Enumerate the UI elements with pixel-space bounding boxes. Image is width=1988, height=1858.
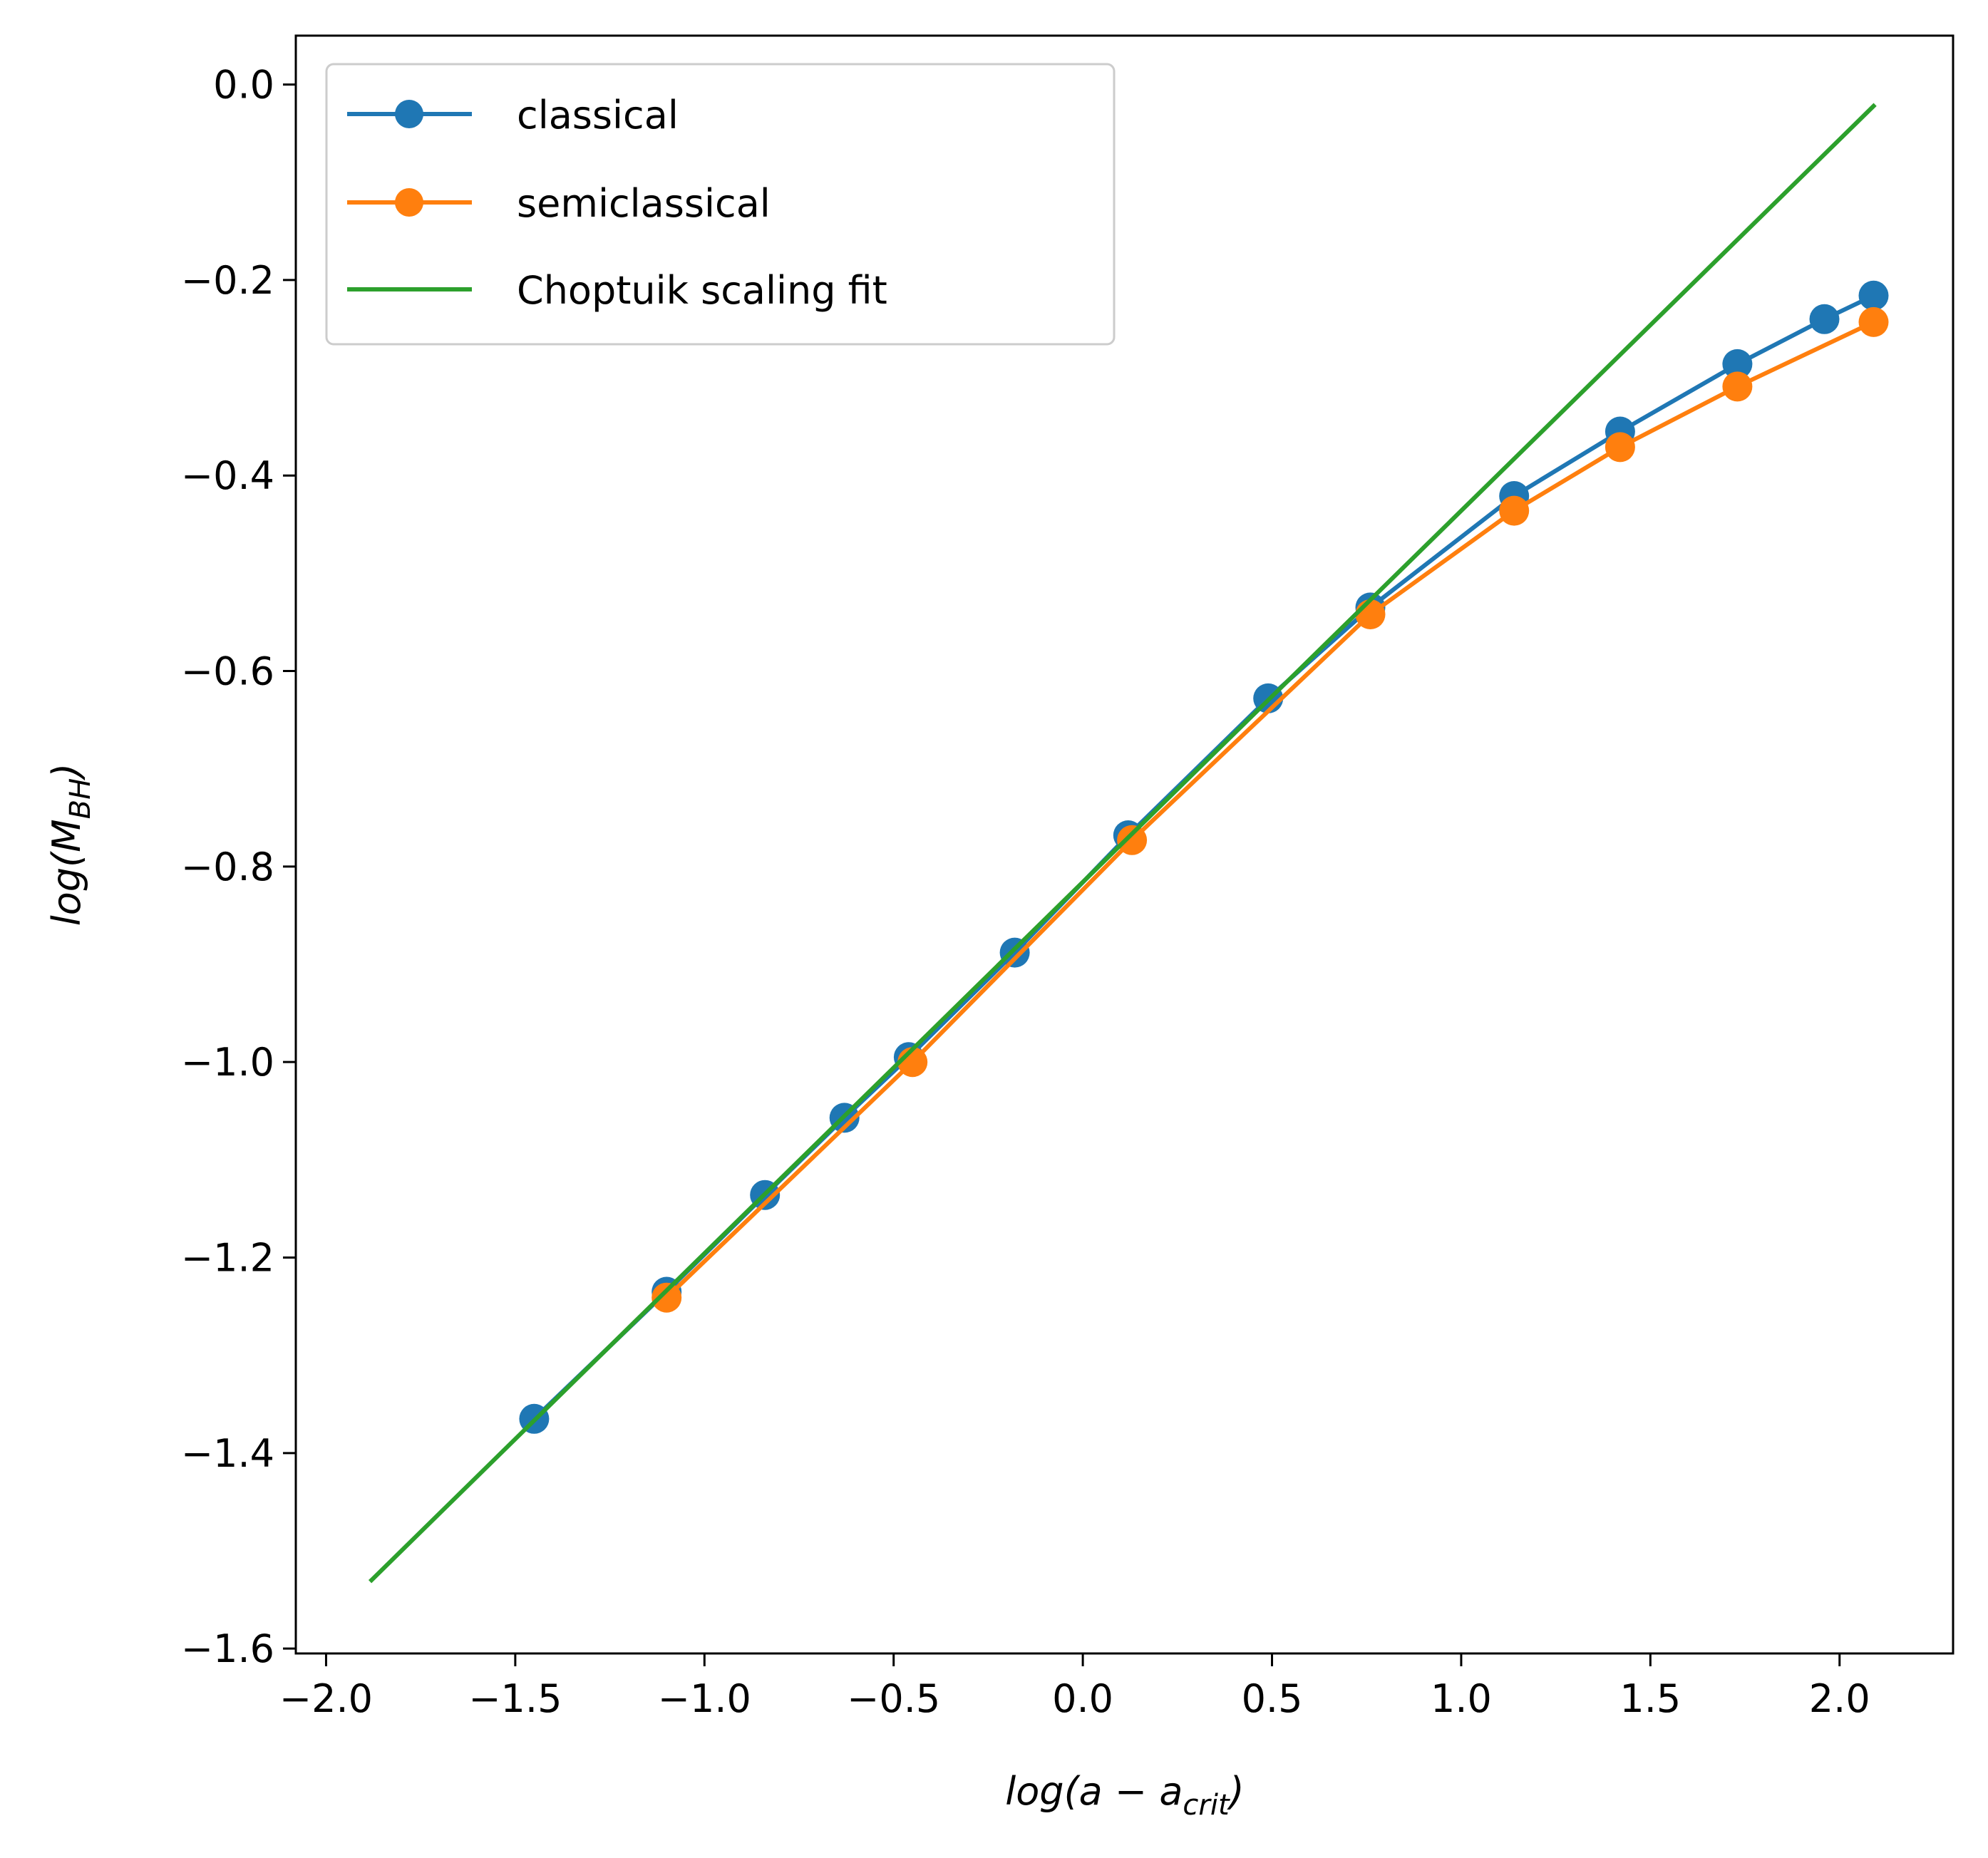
legend: classical semiclassical Choptuik scaling… — [325, 63, 1116, 346]
y-tick-label: −0.2 — [181, 258, 274, 303]
data-point-classical — [1858, 280, 1889, 311]
x-tick-label: −1.0 — [658, 1676, 751, 1721]
data-point-classical — [1809, 304, 1840, 334]
legend-marker-semiclassical — [395, 188, 423, 217]
y-tick-label: 0.0 — [213, 63, 274, 108]
x-tick-label: −1.5 — [468, 1676, 562, 1721]
y-tick-label: −0.8 — [181, 845, 274, 889]
x-axis-title: log(a − acrit) — [1005, 1769, 1244, 1822]
y-tick-label: −1.2 — [181, 1236, 274, 1281]
plot-area — [368, 103, 1889, 1584]
legend-label-choptuik-fit: Choptuik scaling fit — [517, 268, 887, 313]
axis-ticks: −2.0 −1.5 −1.0 −0.5 0.0 0.5 1.0 1.5 2.0 0.0 −0.2 −0… — [181, 63, 1870, 1721]
data-point-semiclassical — [1858, 306, 1889, 337]
data-point-classical — [999, 937, 1030, 968]
y-tick-label: −1.0 — [181, 1040, 274, 1085]
legend-marker-classical — [395, 100, 423, 128]
data-point-semiclassical — [1355, 599, 1386, 629]
data-point-classical — [1722, 349, 1753, 379]
x-tick-label: −2.0 — [279, 1676, 373, 1721]
data-point-semiclassical — [1722, 371, 1753, 402]
x-tick-label: 1.0 — [1431, 1676, 1492, 1721]
series-line-choptuik-scaling-fit — [368, 103, 1877, 1584]
legend-label-semiclassical: semiclassical — [517, 181, 771, 226]
x-tick-label: −0.5 — [847, 1676, 940, 1721]
y-tick-label: −0.4 — [181, 453, 274, 498]
x-tick-label: 0.0 — [1052, 1676, 1113, 1721]
y-axis-title: log(MBH) — [44, 763, 97, 927]
x-tick-label: 0.5 — [1242, 1676, 1303, 1721]
x-tick-label: 1.5 — [1619, 1676, 1681, 1721]
y-tick-label: −1.4 — [181, 1431, 274, 1476]
series-line-semiclassical — [663, 319, 1877, 1301]
x-tick-label: 2.0 — [1809, 1676, 1870, 1721]
y-tick-label: −1.6 — [181, 1626, 274, 1671]
legend-box — [325, 63, 1116, 346]
data-point-semiclassical — [1499, 495, 1530, 526]
legend-label-classical: classical — [517, 93, 679, 138]
data-point-semiclassical — [1605, 432, 1635, 463]
data-point-semiclassical — [1117, 825, 1148, 855]
y-tick-label: −0.6 — [181, 649, 274, 694]
axes-frame — [294, 34, 1954, 1655]
data-point-semiclassical — [651, 1282, 682, 1313]
